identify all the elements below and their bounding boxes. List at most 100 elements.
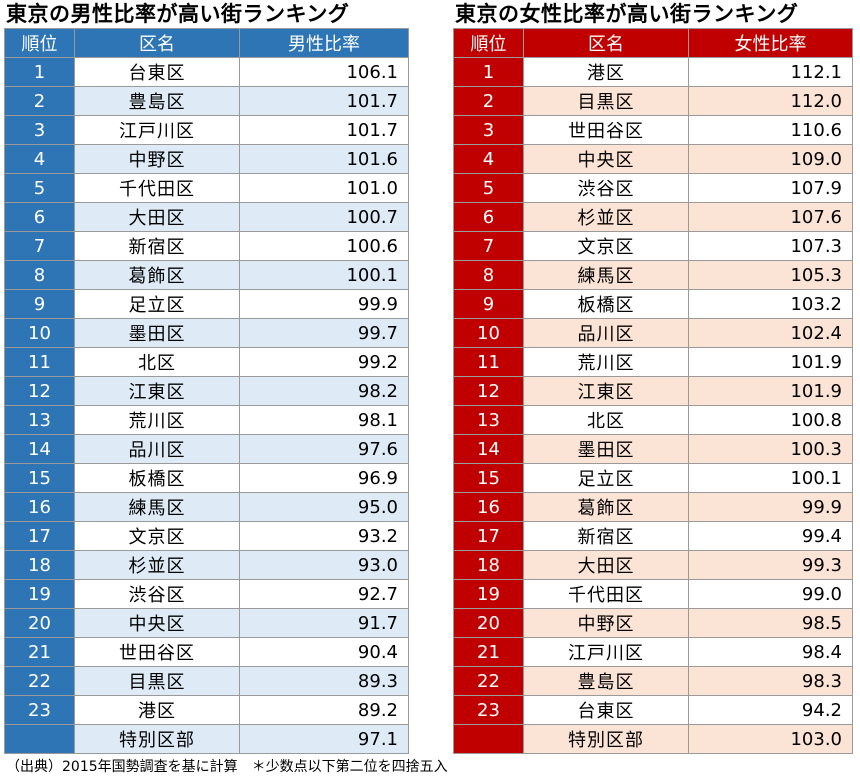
table-row: 18 大田区 99.3 <box>453 550 853 580</box>
ward-name-cell: 板橋区 <box>74 463 240 493</box>
ward-name-cell: 目黒区 <box>74 666 240 696</box>
rank-cell: 2 <box>4 86 75 116</box>
rank-cell: 2 <box>453 86 524 116</box>
ward-name-cell: 世田谷区 <box>74 637 240 667</box>
ward-name-cell: 特別区部 <box>74 724 240 754</box>
ratio-value-cell: 100.1 <box>239 260 409 290</box>
table-row: 23 台東区 94.2 <box>453 695 853 725</box>
rank-header: 順位 <box>4 28 75 58</box>
ratio-value-cell: 101.9 <box>688 376 853 406</box>
table-row: 18 杉並区 93.0 <box>4 550 409 580</box>
rank-cell: 1 <box>453 57 524 87</box>
ward-name-cell: 荒川区 <box>74 405 240 435</box>
table-row: 7 文京区 107.3 <box>453 231 853 261</box>
ward-name-cell: 中野区 <box>523 608 689 638</box>
table-header-row: 順位 区名 男性比率 <box>4 28 409 58</box>
rank-cell: 6 <box>4 202 75 232</box>
ratio-value-cell: 106.1 <box>239 57 409 87</box>
table-row: 13 荒川区 98.1 <box>4 405 409 435</box>
source-note: （出典）2015年国勢調査を基に計算 ＊少数点以下第二位を四捨五入 <box>6 759 448 775</box>
ratio-value-cell: 107.9 <box>688 173 853 203</box>
ratio-header: 女性比率 <box>688 28 853 58</box>
ratio-value-cell: 110.6 <box>688 115 853 145</box>
ward-name-cell: 葛飾区 <box>523 492 689 522</box>
ward-name-cell: 板橋区 <box>523 289 689 319</box>
rank-cell: 21 <box>453 637 524 667</box>
ratio-value-cell: 99.4 <box>688 521 853 551</box>
table-row: 8 葛飾区 100.1 <box>4 260 409 290</box>
table-row: 4 中央区 109.0 <box>453 144 853 174</box>
ratio-value-cell: 93.0 <box>239 550 409 580</box>
table-row: 21 江戸川区 98.4 <box>453 637 853 667</box>
ward-name-cell: 台東区 <box>74 57 240 87</box>
rank-cell: 14 <box>453 434 524 464</box>
ratio-value-cell: 105.3 <box>688 260 853 290</box>
ward-name-cell: 新宿区 <box>523 521 689 551</box>
ratio-value-cell: 112.0 <box>688 86 853 116</box>
ratio-header: 男性比率 <box>239 28 409 58</box>
table-row: 1 台東区 106.1 <box>4 57 409 87</box>
rank-cell: 13 <box>4 405 75 435</box>
rank-cell: 3 <box>4 115 75 145</box>
ward-name-cell: 台東区 <box>523 695 689 725</box>
rank-cell: 4 <box>453 144 524 174</box>
ratio-value-cell: 101.9 <box>688 347 853 377</box>
table-row: 23 港区 89.2 <box>4 695 409 725</box>
ratio-value-cell: 100.6 <box>239 231 409 261</box>
ward-name-cell: 中央区 <box>523 144 689 174</box>
rank-cell: 1 <box>4 57 75 87</box>
ward-name-cell: 江戸川区 <box>523 637 689 667</box>
rank-cell: 7 <box>453 231 524 261</box>
female-ratio-rows: 1 港区 112.1 2 目黒区 112.0 3 世田谷区 110.6 4 中央区 109.0 5 渋谷区… <box>453 57 853 754</box>
table-row: 19 千代田区 99.0 <box>453 579 853 609</box>
table-row: 5 渋谷区 107.9 <box>453 173 853 203</box>
ward-name-cell: 北区 <box>523 405 689 435</box>
rank-cell: 23 <box>4 695 75 725</box>
table-row: 6 大田区 100.7 <box>4 202 409 232</box>
ratio-value-cell: 99.7 <box>239 318 409 348</box>
ratio-value-cell: 101.7 <box>239 86 409 116</box>
table-row: 9 板橋区 103.2 <box>453 289 853 319</box>
ward-name-cell: 荒川区 <box>523 347 689 377</box>
ratio-value-cell: 97.6 <box>239 434 409 464</box>
male-ratio-title: 東京の男性比率が高い街ランキング <box>6 2 350 26</box>
ward-name-cell: 特別区部 <box>523 724 689 754</box>
table-row: 6 杉並区 107.6 <box>453 202 853 232</box>
table-row: 10 品川区 102.4 <box>453 318 853 348</box>
table-row: 20 中央区 91.7 <box>4 608 409 638</box>
ratio-value-cell: 98.4 <box>688 637 853 667</box>
table-row: 15 足立区 100.1 <box>453 463 853 493</box>
ratio-value-cell: 95.0 <box>239 492 409 522</box>
rank-cell: 19 <box>453 579 524 609</box>
ratio-value-cell: 100.3 <box>688 434 853 464</box>
ward-name-cell: 墨田区 <box>523 434 689 464</box>
table-row: 7 新宿区 100.6 <box>4 231 409 261</box>
female-ratio-panel: 東京の女性比率が高い街ランキング 順位 区名 女性比率 1 港区 112.1 2 目黒区… <box>453 0 853 754</box>
ratio-value-cell: 98.1 <box>239 405 409 435</box>
rank-header: 順位 <box>453 28 524 58</box>
ratio-value-cell: 99.2 <box>239 347 409 377</box>
rank-cell <box>453 724 524 754</box>
table-row: 4 中野区 101.6 <box>4 144 409 174</box>
table-row: 21 世田谷区 90.4 <box>4 637 409 667</box>
ratio-value-cell: 101.6 <box>239 144 409 174</box>
male-ratio-panel: 東京の男性比率が高い街ランキング 順位 区名 男性比率 1 台東区 106.1 2 豊島… <box>4 0 409 754</box>
ward-name-cell: 新宿区 <box>74 231 240 261</box>
table-row: 2 目黒区 112.0 <box>453 86 853 116</box>
table-row: 11 荒川区 101.9 <box>453 347 853 377</box>
rank-cell: 5 <box>453 173 524 203</box>
ward-name-cell: 北区 <box>74 347 240 377</box>
ratio-value-cell: 98.2 <box>239 376 409 406</box>
table-row: 15 板橋区 96.9 <box>4 463 409 493</box>
male-ratio-table: 順位 区名 男性比率 1 台東区 106.1 2 豊島区 101.7 3 江戸川区 101.7 4… <box>4 28 409 754</box>
table-row: 19 渋谷区 92.7 <box>4 579 409 609</box>
table-row: 13 北区 100.8 <box>453 405 853 435</box>
table-row: 22 目黒区 89.3 <box>4 666 409 696</box>
table-row: 特別区部 97.1 <box>4 724 409 754</box>
rank-cell: 22 <box>4 666 75 696</box>
ward-name-cell: 中央区 <box>74 608 240 638</box>
rank-cell: 22 <box>453 666 524 696</box>
ward-name-cell: 墨田区 <box>74 318 240 348</box>
ratio-value-cell: 96.9 <box>239 463 409 493</box>
ward-name-cell: 千代田区 <box>523 579 689 609</box>
